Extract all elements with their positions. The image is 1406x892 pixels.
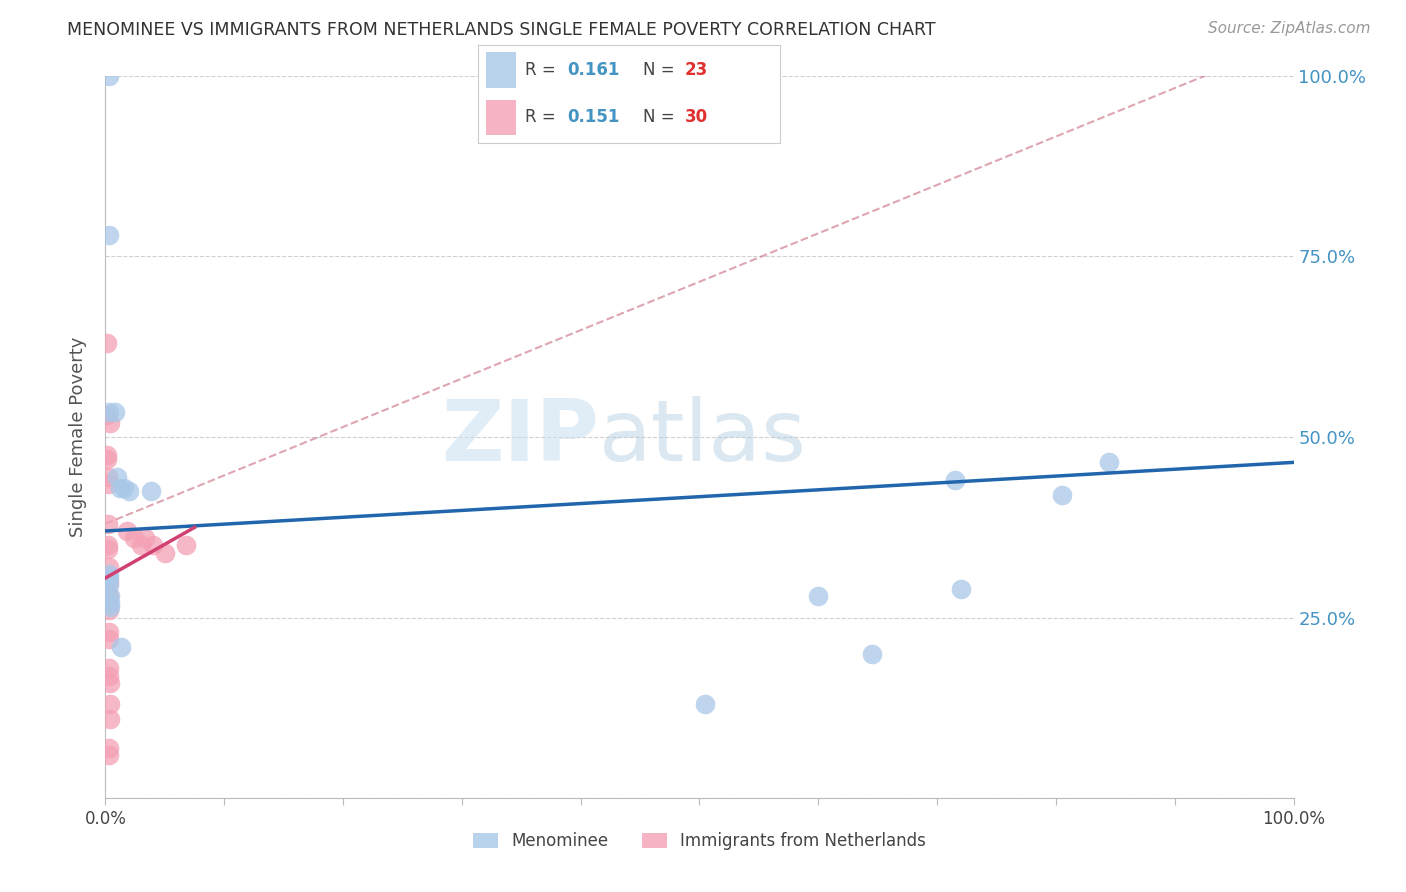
Point: [118, 484, 141, 499]
Point: [807, 589, 830, 603]
Bar: [485, 100, 516, 135]
Point: [943, 474, 966, 488]
Point: [98, 596, 121, 610]
Text: MENOMINEE VS IMMIGRANTS FROM NETHERLANDS SINGLE FEMALE POVERTY CORRELATION CHART: MENOMINEE VS IMMIGRANTS FROM NETHERLANDS…: [67, 21, 936, 39]
Point: [98, 740, 121, 755]
Point: [98, 69, 121, 83]
Point: [97, 477, 120, 491]
Point: [98, 416, 121, 430]
Text: R =: R =: [524, 108, 561, 126]
Point: [1098, 455, 1121, 469]
Point: [153, 546, 176, 560]
Point: [96, 336, 118, 351]
Point: [115, 524, 138, 538]
Text: R =: R =: [524, 62, 561, 79]
Text: 30: 30: [685, 108, 709, 126]
Point: [98, 560, 121, 574]
Point: [1050, 488, 1073, 502]
Point: [98, 661, 121, 675]
Point: [98, 227, 121, 242]
Text: Source: ZipAtlas.com: Source: ZipAtlas.com: [1208, 21, 1371, 37]
Point: [114, 481, 136, 495]
Point: [98, 578, 121, 592]
Point: [139, 484, 162, 499]
Point: [98, 599, 121, 614]
Text: atlas: atlas: [599, 395, 807, 479]
Point: [97, 516, 120, 531]
Point: [97, 542, 120, 557]
Text: 0.161: 0.161: [567, 62, 620, 79]
Point: [98, 571, 121, 585]
Text: N =: N =: [643, 62, 679, 79]
Point: [108, 481, 131, 495]
Point: [96, 451, 118, 466]
Text: N =: N =: [643, 108, 679, 126]
Point: [98, 574, 121, 589]
Point: [98, 712, 121, 726]
Point: [104, 405, 127, 419]
Point: [105, 470, 128, 484]
Point: [695, 698, 717, 712]
Point: [134, 531, 156, 545]
Point: [860, 647, 883, 661]
Point: [110, 640, 132, 654]
Legend: Menominee, Immigrants from Netherlands: Menominee, Immigrants from Netherlands: [467, 825, 932, 856]
Point: [174, 538, 197, 552]
Point: [98, 405, 121, 419]
Point: [97, 470, 120, 484]
Point: [96, 448, 118, 462]
Point: [98, 603, 121, 617]
Point: [122, 531, 145, 545]
Text: ZIP: ZIP: [440, 395, 599, 479]
Text: 23: 23: [685, 62, 709, 79]
Y-axis label: Single Female Poverty: Single Female Poverty: [69, 337, 87, 537]
Point: [98, 589, 121, 603]
Point: [129, 538, 152, 552]
Point: [98, 567, 121, 582]
Point: [98, 589, 121, 603]
Point: [949, 582, 972, 596]
Point: [98, 668, 121, 682]
Point: [98, 747, 121, 762]
Point: [97, 538, 120, 552]
Point: [98, 698, 121, 712]
Point: [98, 632, 121, 647]
Point: [98, 625, 121, 640]
Text: 0.151: 0.151: [567, 108, 620, 126]
Point: [96, 409, 118, 423]
Point: [98, 675, 121, 690]
Point: [142, 538, 165, 552]
Bar: [485, 53, 516, 87]
